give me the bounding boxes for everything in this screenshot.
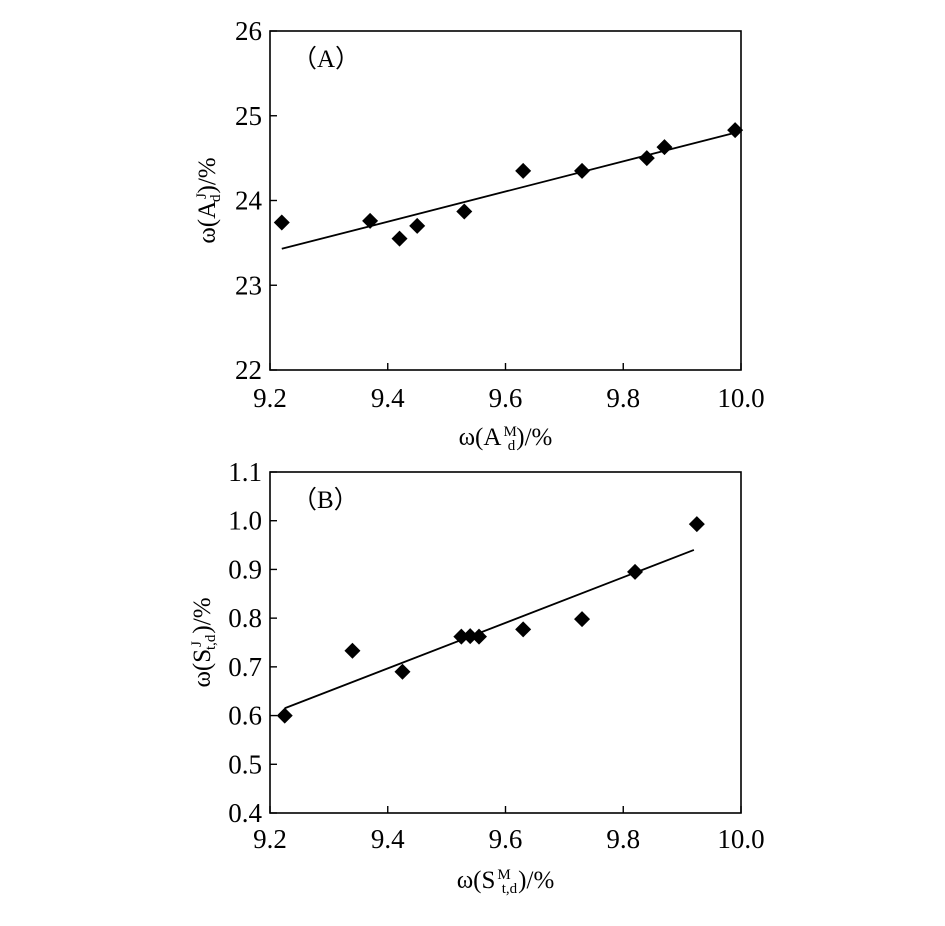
x-tick-label: 10.0 [717, 383, 764, 413]
data-point [462, 628, 479, 645]
x-axis-title-sup: M [497, 867, 510, 883]
y-axis-title-sup: J [189, 641, 205, 647]
data-point [515, 621, 532, 638]
y-tick-label: 26 [235, 16, 262, 46]
data-point [688, 516, 705, 533]
data-point [394, 663, 411, 680]
y-tick-label: 0.9 [228, 554, 262, 584]
data-point [574, 162, 591, 179]
x-tick-label: 9.8 [606, 383, 640, 413]
y-axis-title-prefix: ω(S [189, 649, 216, 688]
y-axis-title-sup: J [194, 193, 210, 199]
x-axis-title-sub: d [508, 438, 516, 454]
data-point [574, 611, 591, 628]
y-axis-title-sub: d [208, 194, 224, 202]
y-tick-label: 0.5 [228, 749, 262, 779]
data-point [471, 628, 488, 645]
x-tick-label: 9.6 [489, 383, 523, 413]
data-point [409, 217, 426, 234]
y-tick-label: 1.0 [228, 506, 262, 536]
x-tick-label: 9.4 [371, 824, 405, 854]
data-point [515, 162, 532, 179]
x-axis-title-prefix: ω(A [459, 424, 502, 451]
y-tick-label: 0.8 [228, 603, 262, 633]
x-axis-title-suffix: )/% [516, 424, 552, 451]
fit-line [281, 131, 736, 250]
x-tick-label: 9.4 [371, 383, 405, 413]
y-tick-label: 0.6 [228, 701, 262, 731]
y-tick-label: 25 [235, 101, 262, 131]
data-point [727, 122, 744, 139]
y-tick-label: 0.7 [228, 652, 262, 682]
y-tick-label: 22 [235, 355, 262, 385]
data-point [362, 212, 379, 229]
data-point [276, 707, 293, 724]
x-tick-label: 9.8 [606, 824, 640, 854]
y-tick-label: 23 [235, 270, 262, 300]
y-axis-title: ω(S Jt,d)/% [189, 597, 219, 687]
y-tick-label: 0.4 [228, 798, 262, 828]
x-axis-title-prefix: ω(S [457, 867, 496, 894]
y-tick-label: 24 [235, 186, 263, 216]
data-point [638, 150, 655, 167]
x-tick-label: 10.0 [717, 824, 764, 854]
x-axis-title-sup: M [503, 424, 516, 440]
panel-label: （B） [292, 486, 359, 514]
y-axis-title-prefix: ω(A [194, 201, 221, 244]
y-axis-title-suffix: )/% [194, 157, 221, 193]
x-tick-label: 9.6 [489, 824, 523, 854]
y-tick-label: 1.1 [228, 457, 262, 487]
panel-label: （A） [292, 45, 360, 73]
plot-frame [269, 471, 742, 814]
plot-frame [269, 30, 742, 371]
data-point [453, 628, 470, 645]
x-tick-label: 9.2 [253, 824, 287, 854]
data-point [656, 139, 673, 156]
x-axis-title-sub: t,d [502, 881, 518, 897]
fit-line [284, 549, 695, 710]
data-point [344, 642, 361, 659]
y-axis-title-sub: t,d [203, 634, 219, 650]
panel-b: 9.2 9.4 9.6 9.8 10.0 0.4 0.5 0.6 0.7 0.8 0.9 1.0 1.1… [189, 457, 765, 897]
data-point [273, 214, 290, 231]
data-point [391, 230, 408, 247]
x-axis-title-suffix: )/% [518, 867, 554, 894]
data-point [627, 563, 644, 580]
y-axis-title: ω(A Jd)/% [194, 157, 224, 243]
x-tick-label: 9.2 [253, 383, 287, 413]
y-axis-title-suffix: )/% [189, 597, 216, 633]
data-point [456, 203, 473, 220]
